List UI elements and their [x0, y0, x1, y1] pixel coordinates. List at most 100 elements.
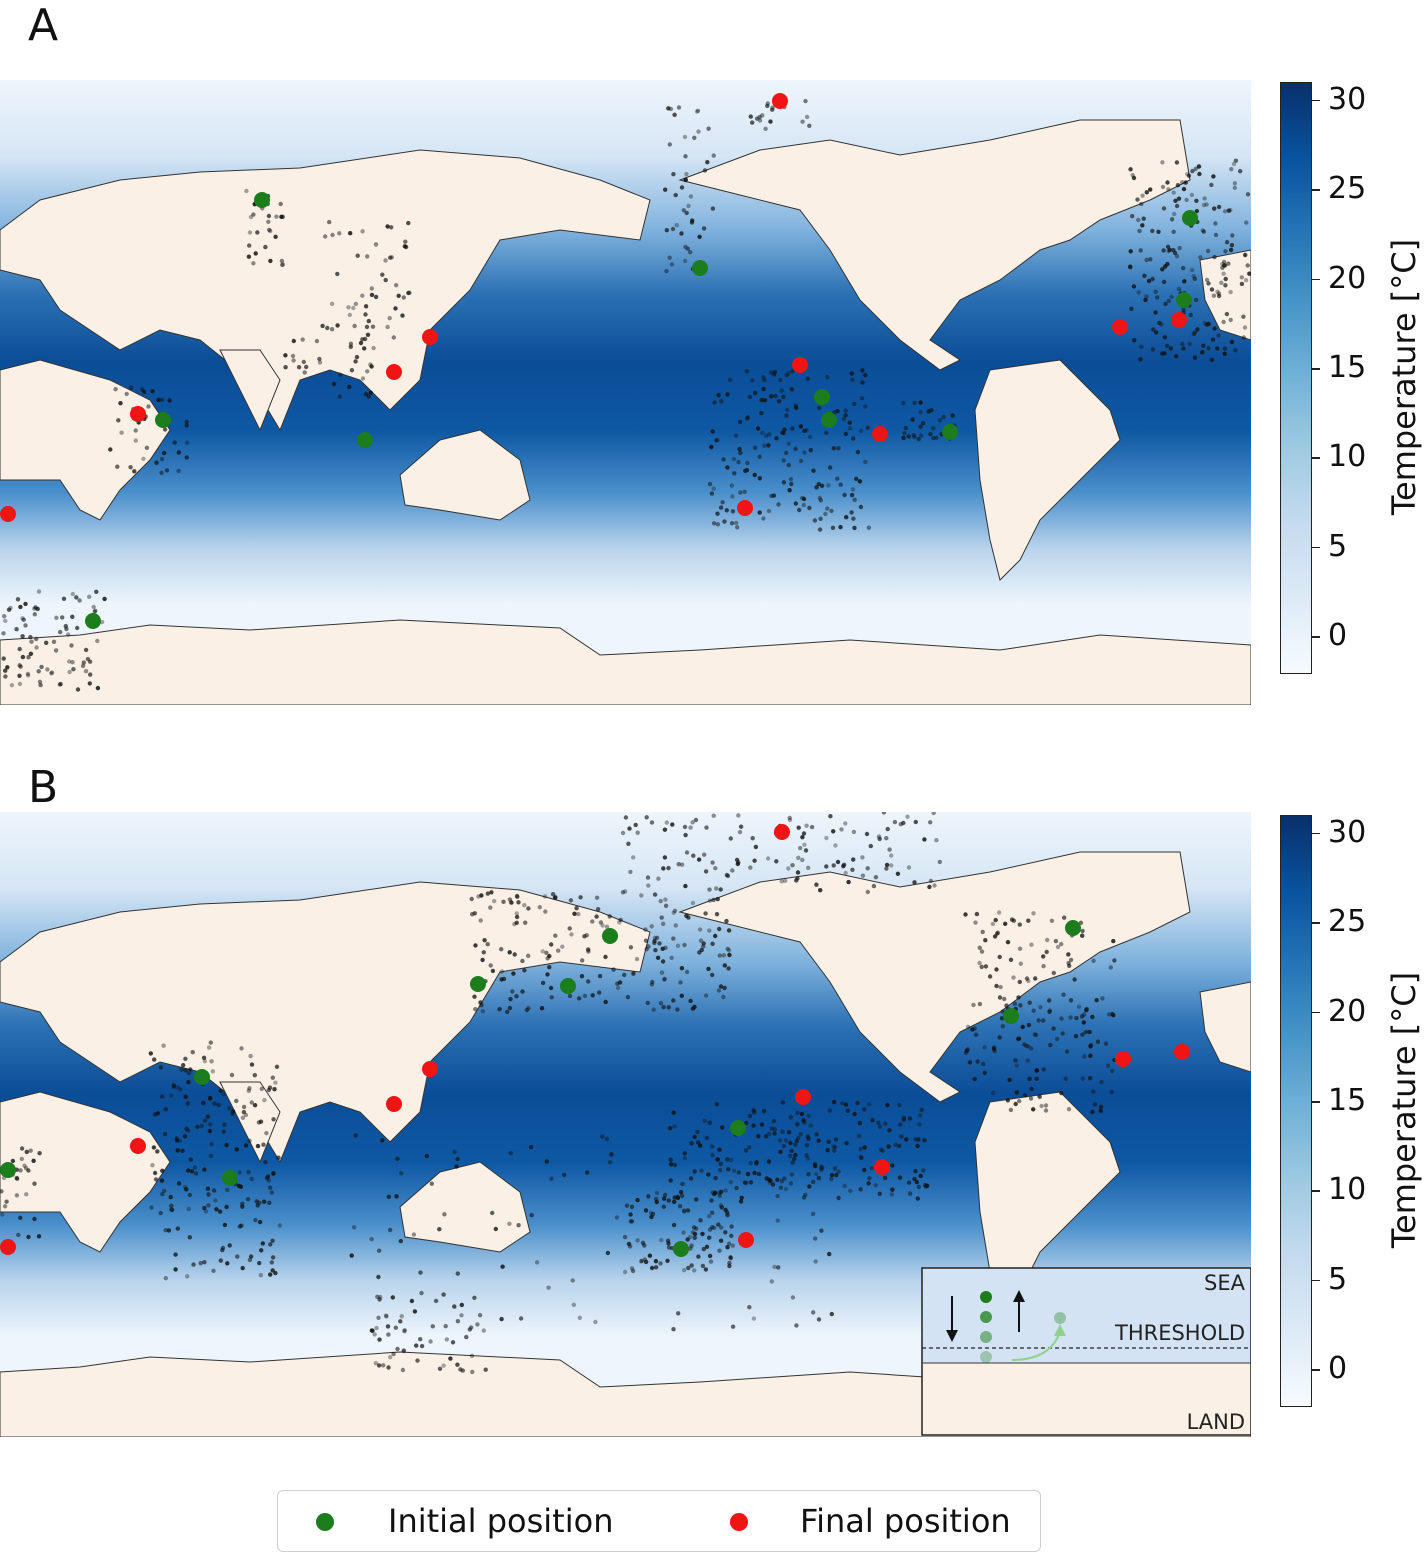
trajectory-point [1242, 325, 1248, 330]
trajectory-point [684, 172, 689, 177]
trajectory-point [399, 1314, 404, 1319]
trajectory-point [1034, 1032, 1039, 1038]
trajectory-point [251, 212, 256, 217]
land-asia-europe [0, 881, 651, 1164]
trajectory-point [1008, 1107, 1014, 1113]
trajectory-point [1041, 954, 1046, 959]
trajectory-point [630, 1268, 636, 1274]
trajectory-point [273, 234, 278, 239]
trajectory-point [154, 460, 159, 465]
trajectory-point [658, 898, 663, 904]
trajectory-point [664, 228, 669, 233]
trajectory-point [785, 407, 790, 412]
trajectory-point [1033, 976, 1038, 981]
trajectory-point [1201, 343, 1206, 348]
trajectory-point [824, 430, 829, 435]
trajectory-point [273, 1270, 278, 1276]
colorbar-tick-label: 0 [1328, 618, 1348, 654]
trajectory-point [49, 670, 55, 675]
trajectory-point [1175, 183, 1181, 188]
trajectory-point [1141, 216, 1146, 221]
trajectory-point [1092, 1102, 1098, 1107]
map-panel-a [0, 80, 1251, 705]
trajectory-point [730, 868, 735, 873]
trajectory-point [1103, 1041, 1109, 1046]
trajectory-point [806, 1172, 811, 1177]
trajectory-point [1192, 276, 1198, 281]
trajectory-point [2, 618, 8, 623]
trajectory-point [224, 1142, 229, 1148]
trajectory-point [1186, 173, 1192, 178]
trajectory-point [1223, 283, 1228, 288]
trajectory-point [385, 224, 390, 229]
trajectory-point [473, 1007, 478, 1012]
trajectory-point [713, 1176, 718, 1181]
trajectory-point [728, 1179, 733, 1185]
trajectory-point [729, 521, 735, 526]
trajectory-point [876, 834, 882, 839]
trajectory-point [668, 106, 674, 112]
trajectory-point [6, 607, 12, 612]
trajectory-point [483, 1367, 488, 1372]
trajectory-point [897, 1102, 902, 1108]
trajectory-point [276, 1155, 281, 1160]
trajectory-point [17, 673, 22, 678]
trajectory-point [624, 1203, 630, 1208]
trajectory-point [683, 883, 688, 889]
trajectory-point [686, 1265, 691, 1271]
trajectory-point [901, 435, 906, 441]
trajectory-point [1212, 326, 1217, 331]
trajectory-point [184, 455, 189, 460]
trajectory-point [1043, 1103, 1049, 1108]
trajectory-point [774, 859, 779, 864]
trajectory-point [1213, 221, 1218, 226]
trajectory-point [1153, 310, 1158, 315]
trajectory-point [825, 506, 830, 511]
trajectory-point [301, 359, 306, 365]
trajectory-point [710, 860, 715, 865]
trajectory-point [17, 663, 22, 668]
trajectory-point [355, 253, 360, 258]
trajectory-point [825, 374, 830, 380]
trajectory-point [704, 1244, 710, 1249]
trajectory-point [1228, 247, 1234, 253]
trajectory-point [327, 219, 332, 225]
trajectory-point [1159, 322, 1164, 327]
trajectory-point [1136, 290, 1141, 295]
trajectory-point [766, 443, 771, 448]
trajectory-point [696, 857, 702, 862]
trajectory-point [889, 853, 894, 858]
trajectory-point [577, 1315, 582, 1320]
trajectory-point [539, 1006, 545, 1011]
trajectory-point [1194, 198, 1199, 203]
trajectory-point [369, 286, 374, 291]
trajectory-point [201, 1100, 206, 1106]
trajectory-point [790, 863, 795, 868]
trajectory-point [982, 1045, 987, 1050]
trajectory-point [183, 1056, 188, 1061]
land-europe-east [1199, 249, 1251, 341]
trajectory-point [683, 177, 688, 182]
trajectory-point [388, 255, 393, 260]
trajectory-point [712, 1191, 717, 1197]
trajectory-point [36, 589, 42, 594]
trajectory-point [919, 1107, 924, 1113]
land-asia-europe [0, 149, 651, 432]
trajectory-point [653, 1265, 659, 1270]
trajectory-point [666, 106, 671, 111]
trajectory-point [331, 381, 337, 387]
trajectory-point [211, 1268, 216, 1273]
trajectory-point [181, 1063, 186, 1068]
trajectory-point [1196, 164, 1201, 169]
trajectory-point [699, 947, 704, 953]
trajectory-point [186, 1080, 191, 1085]
trajectory-point [368, 390, 373, 395]
trajectory-point [390, 1295, 395, 1300]
trajectory-point [852, 401, 857, 407]
land-europe-east [1199, 981, 1251, 1073]
trajectory-point [346, 305, 351, 310]
trajectory-point [814, 485, 819, 490]
trajectory-point [788, 1181, 794, 1186]
trajectory-point [780, 1100, 786, 1105]
